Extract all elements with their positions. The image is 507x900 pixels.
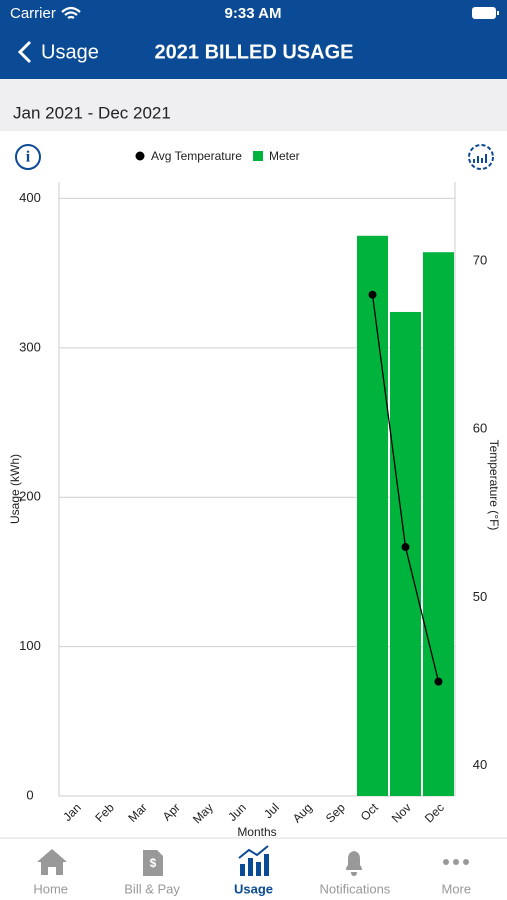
legend-label: Avg Temperature xyxy=(151,149,242,163)
x-tick-label: Nov xyxy=(389,800,414,825)
y-axis-title: Usage (kWh) xyxy=(8,454,22,524)
time: 9:33 AM xyxy=(225,5,282,22)
x-tick-label: Jan xyxy=(60,800,84,824)
y-tick-label: 0 xyxy=(26,787,33,802)
y2-tick-label: 60 xyxy=(473,421,487,436)
y-tick-label: 400 xyxy=(19,190,41,205)
x-tick-label: Jun xyxy=(225,800,249,824)
header-bg xyxy=(0,0,507,79)
x-tick-label: May xyxy=(190,800,216,826)
legend-marker xyxy=(253,151,263,161)
battery-tip xyxy=(497,11,499,15)
bar xyxy=(390,311,421,796)
tab-label[interactable]: Notifications xyxy=(319,881,390,896)
info-icon[interactable] xyxy=(15,144,41,170)
legend-label: Meter xyxy=(269,149,300,163)
info-glyph: i xyxy=(26,149,31,166)
screen-title: 2021 BILLED USAGE xyxy=(155,41,354,63)
y2-tick-label: 50 xyxy=(473,589,487,604)
bill-icon-glyph: $ xyxy=(150,856,157,870)
settings-icon[interactable] xyxy=(468,144,494,170)
bar xyxy=(423,252,454,796)
date-bar xyxy=(0,79,507,131)
bill-icon[interactable] xyxy=(143,850,163,876)
x-tick-label: Aug xyxy=(290,800,315,825)
tab-label[interactable]: Bill & Pay xyxy=(124,881,180,896)
line-point xyxy=(401,543,410,552)
back-icon[interactable] xyxy=(17,40,32,64)
x-tick-label: Sep xyxy=(323,800,348,825)
y-tick-label: 200 xyxy=(19,489,41,504)
usage-icon[interactable] xyxy=(238,845,269,876)
x-tick-label: Feb xyxy=(92,800,117,825)
bar xyxy=(357,235,388,797)
x-tick-label: Oct xyxy=(358,800,382,824)
tab-icons: $ xyxy=(37,845,469,876)
carrier: Carrier xyxy=(10,5,56,22)
x-axis-title: Months xyxy=(237,825,276,839)
back-button[interactable]: Usage xyxy=(41,41,99,63)
x-tick-label: Apr xyxy=(160,800,183,823)
bell-icon[interactable] xyxy=(346,851,362,876)
home-icon[interactable] xyxy=(37,849,67,875)
x-tick-label: Jul xyxy=(261,800,282,821)
tab-label[interactable]: Home xyxy=(33,881,68,896)
legend-marker xyxy=(135,151,145,161)
line-point xyxy=(368,290,377,299)
y2-tick-label: 40 xyxy=(473,757,487,772)
y-tick-label: 100 xyxy=(19,638,41,653)
x-tick-label: Dec xyxy=(422,800,447,825)
battery xyxy=(472,7,496,19)
line-point xyxy=(434,677,443,686)
tab-label[interactable]: More xyxy=(441,881,471,896)
tab-label[interactable]: Usage xyxy=(234,881,273,896)
wifi-icon xyxy=(61,6,81,19)
y2-axis-title: Temperature (°F) xyxy=(487,440,501,531)
more-icon[interactable] xyxy=(443,859,469,865)
y-tick-label: 300 xyxy=(19,339,41,354)
y2-tick-label: 70 xyxy=(473,253,487,268)
x-tick-label: Mar xyxy=(125,800,150,825)
date-range[interactable]: Jan 2021 - Dec 2021 xyxy=(13,103,171,122)
